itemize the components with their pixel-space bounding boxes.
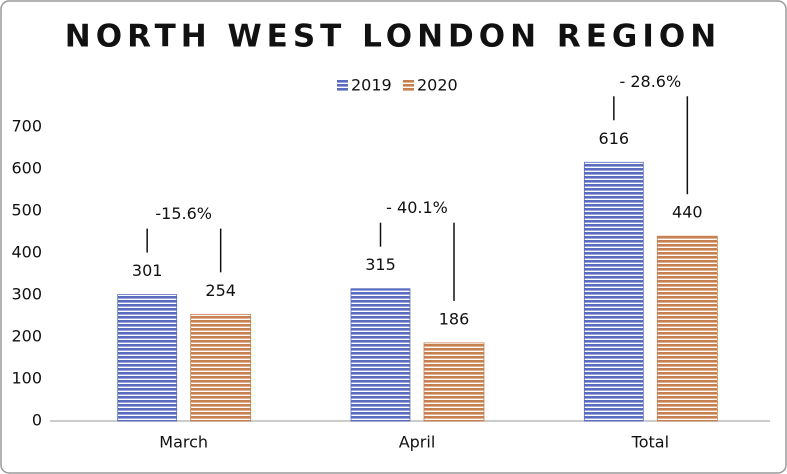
y-tick-label: 100 xyxy=(11,369,42,388)
bar xyxy=(190,313,252,422)
x-tick-label: March xyxy=(159,433,208,452)
data-label: 301 xyxy=(132,261,163,280)
bar xyxy=(350,288,411,422)
data-label: 254 xyxy=(205,281,236,300)
data-label: 186 xyxy=(439,309,470,328)
x-tick-label: Total xyxy=(631,433,669,452)
legend-label: 2020 xyxy=(417,76,458,95)
legend-swatch xyxy=(337,80,348,91)
y-tick-label: 700 xyxy=(11,117,42,136)
y-tick-label: 500 xyxy=(11,201,42,220)
chart-title: NORTH WEST LONDON REGION xyxy=(65,19,721,55)
y-tick-label: 600 xyxy=(11,159,42,178)
legend-label: 2019 xyxy=(351,76,392,95)
y-tick-label: 0 xyxy=(32,411,42,430)
annotation: - 40.1% xyxy=(386,198,448,217)
y-tick-label: 300 xyxy=(11,285,42,304)
legend-swatch xyxy=(403,80,414,91)
y-tick-label: 400 xyxy=(11,243,42,262)
annotation: - 28.6% xyxy=(619,72,681,91)
bar xyxy=(583,161,644,422)
x-tick-label: April xyxy=(399,433,436,452)
bar xyxy=(656,235,718,422)
data-label: 440 xyxy=(672,203,703,222)
bar xyxy=(423,342,485,422)
data-label: 616 xyxy=(599,129,630,148)
bar xyxy=(117,294,178,422)
y-tick-label: 200 xyxy=(11,327,42,346)
annotation: -15.6% xyxy=(155,204,212,223)
data-label: 315 xyxy=(365,255,396,274)
